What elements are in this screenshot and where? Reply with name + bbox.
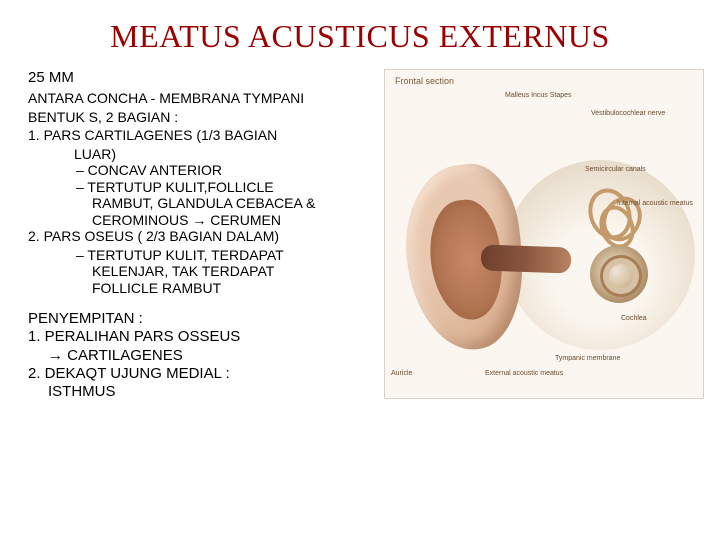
peny-2: 2. DEKAQT UJUNG MEDIAL : [28, 365, 378, 383]
line-concav: – CONCAV ANTERIOR [28, 162, 378, 179]
label-ossicles: Malleus Incus Stapes [505, 92, 572, 99]
line-pars1: 1. PARS CARTILAGENES (1/3 BAGIAN [28, 127, 378, 144]
line-tertutup2: – TERTUTUP KULIT, TERDAPAT [28, 247, 378, 264]
line-tertutup2c: FOLLICLE RAMBUT [28, 280, 378, 297]
line-antara: ANTARA CONCHA - MEMBRANA TYMPANI [28, 90, 378, 107]
label-auricle: Auricle [391, 370, 412, 377]
peny-1: 1. PERALIHAN PARS OSSEUS [28, 328, 378, 346]
label-cochlea: Cochlea [621, 315, 647, 322]
figure-caption: Frontal section [395, 76, 454, 86]
body: 25 MM ANTARA CONCHA - MEMBRANA TYMPANI B… [28, 69, 692, 402]
ear-canal-shape [481, 244, 572, 273]
label-meatus: External acoustic meatus [485, 370, 563, 377]
figure-column: Frontal section Auricle External acousti… [384, 69, 704, 402]
line-bentuk: BENTUK S, 2 BAGIAN : [28, 109, 378, 126]
line-tertutup1c: CEROMINOUS → CERUMEN [28, 212, 378, 229]
slide-title: MEATUS ACUSTICUS EXTERNUS [28, 18, 692, 55]
text-column: 25 MM ANTARA CONCHA - MEMBRANA TYMPANI B… [28, 69, 378, 402]
label-tympanic: Tympanic membrane [555, 355, 620, 362]
label-nerve: Vestibulocochlear nerve [591, 110, 665, 117]
line-tertutup1b: RAMBUT, GLANDULA CEBACEA & [28, 195, 378, 212]
line-pars2: 2. PARS OSEUS ( 2/3 BAGIAN DALAM) [28, 228, 378, 245]
label-semicircular: Semicircular canals [585, 166, 646, 173]
peny-2b: ISTHMUS [28, 383, 378, 401]
line-pars1b: LUAR) [28, 146, 378, 163]
label-internal-meatus: Internal acoustic meatus [617, 200, 693, 207]
line-tertutup1: – TERTUTUP KULIT,FOLLICLE [28, 179, 378, 196]
penyempitan-heading: PENYEMPITAN : [28, 310, 378, 328]
cochlea-shape [590, 245, 648, 303]
ear-anatomy-figure: Frontal section Auricle External acousti… [384, 69, 704, 399]
measurement: 25 MM [28, 69, 378, 86]
peny-1b: → CARTILAGENES [28, 347, 378, 365]
line-tertutup2b: KELENJAR, TAK TERDAPAT [28, 263, 378, 280]
